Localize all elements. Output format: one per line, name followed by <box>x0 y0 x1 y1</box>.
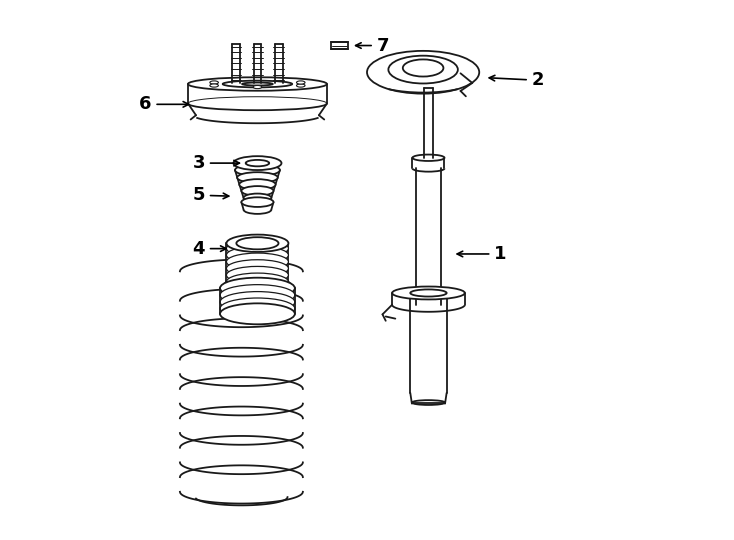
Ellipse shape <box>220 298 295 319</box>
Ellipse shape <box>235 164 280 176</box>
Ellipse shape <box>210 81 219 84</box>
Text: 4: 4 <box>192 240 226 258</box>
Ellipse shape <box>222 80 292 87</box>
Ellipse shape <box>227 266 288 284</box>
Ellipse shape <box>367 51 479 93</box>
Ellipse shape <box>242 83 273 85</box>
Ellipse shape <box>237 172 277 183</box>
Ellipse shape <box>403 59 443 77</box>
Ellipse shape <box>210 84 219 87</box>
Ellipse shape <box>410 291 446 296</box>
Ellipse shape <box>244 193 272 202</box>
Ellipse shape <box>227 260 288 277</box>
Ellipse shape <box>239 179 275 190</box>
Ellipse shape <box>246 160 269 166</box>
Ellipse shape <box>410 289 446 296</box>
Ellipse shape <box>220 303 295 325</box>
Ellipse shape <box>412 400 445 405</box>
Ellipse shape <box>392 287 465 300</box>
Text: 7: 7 <box>355 37 389 55</box>
Ellipse shape <box>413 154 445 161</box>
Ellipse shape <box>227 253 288 271</box>
Text: 6: 6 <box>139 96 189 113</box>
Ellipse shape <box>220 285 295 306</box>
Ellipse shape <box>220 292 295 313</box>
Ellipse shape <box>297 81 305 84</box>
Ellipse shape <box>227 246 288 264</box>
Ellipse shape <box>227 240 288 257</box>
Text: 1: 1 <box>457 245 507 263</box>
Ellipse shape <box>220 278 295 299</box>
Text: 3: 3 <box>192 154 239 172</box>
Ellipse shape <box>241 197 274 207</box>
Ellipse shape <box>297 84 305 87</box>
Ellipse shape <box>188 77 327 91</box>
Ellipse shape <box>227 273 288 291</box>
Ellipse shape <box>227 234 288 252</box>
FancyBboxPatch shape <box>330 42 348 49</box>
Ellipse shape <box>388 56 458 84</box>
Ellipse shape <box>253 85 262 89</box>
Text: 2: 2 <box>490 71 545 89</box>
Ellipse shape <box>236 237 278 249</box>
Ellipse shape <box>241 186 274 195</box>
Text: 5: 5 <box>192 186 229 204</box>
Ellipse shape <box>233 156 281 170</box>
